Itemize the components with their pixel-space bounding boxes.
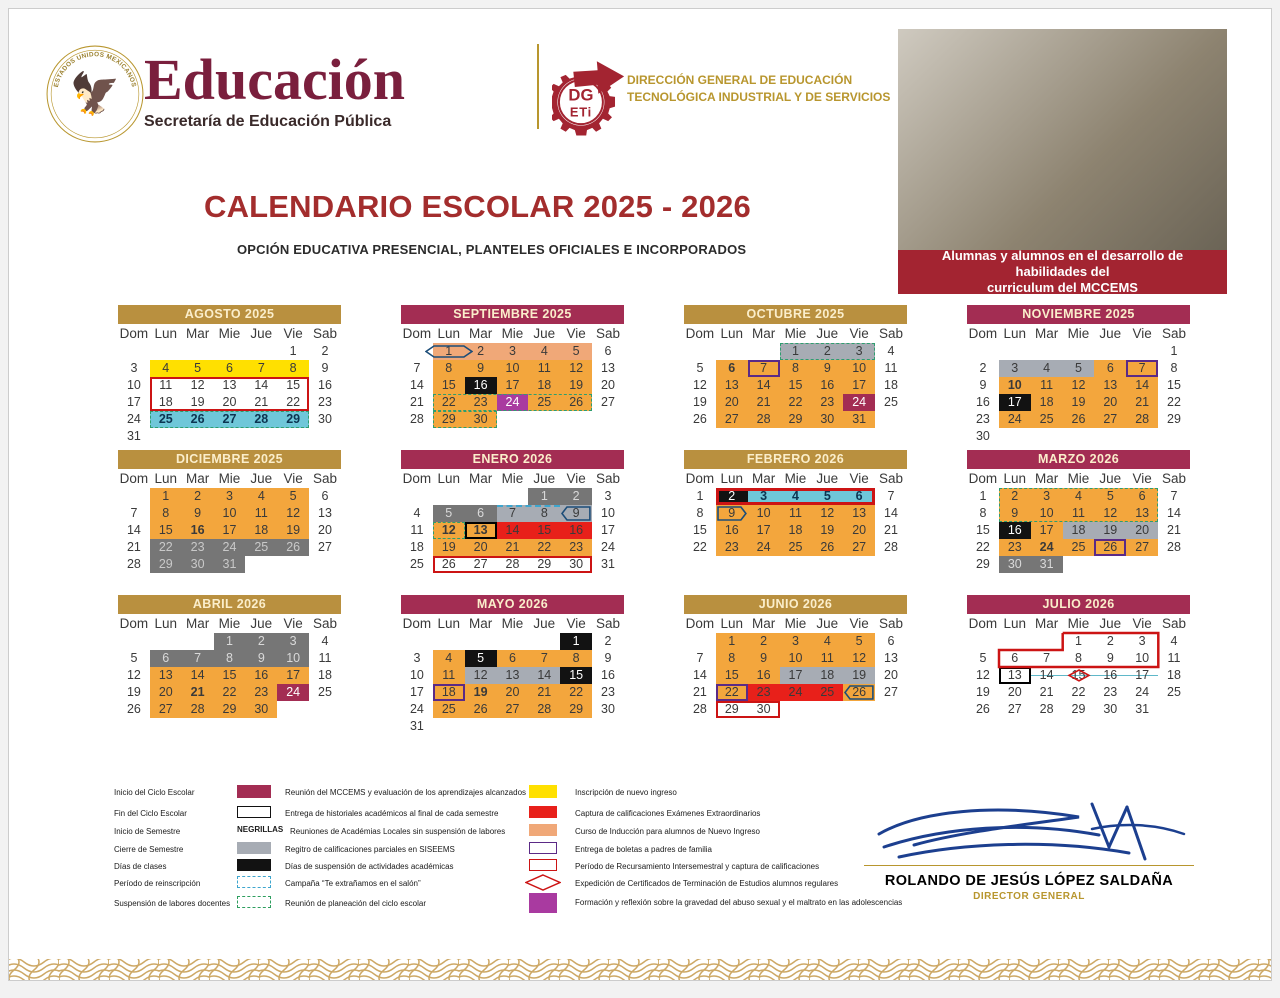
svg-text:DG: DG <box>568 86 593 105</box>
svg-text:🦅: 🦅 <box>70 68 121 116</box>
svg-text:ETi: ETi <box>570 105 592 120</box>
